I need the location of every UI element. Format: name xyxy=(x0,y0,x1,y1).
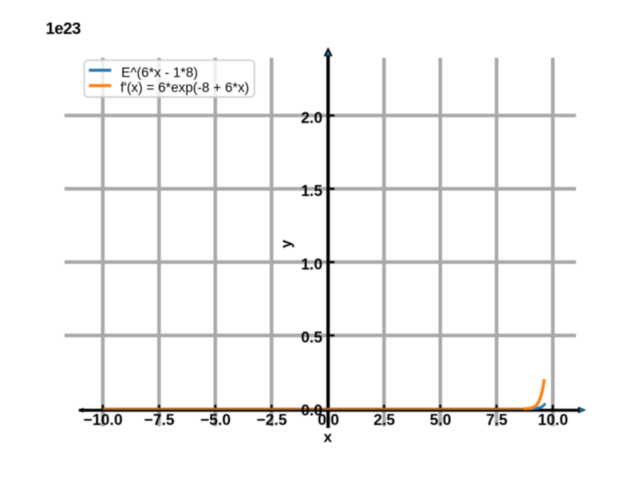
svg-text:1e23: 1e23 xyxy=(46,20,81,38)
svg-text:0.0: 0.0 xyxy=(301,402,323,419)
svg-text:0: 0 xyxy=(330,412,339,429)
svg-text:E^(6*x - 1*8): E^(6*x - 1*8) xyxy=(121,65,198,80)
svg-text:f'(x) = 6*exp(-8 + 6*x): f'(x) = 6*exp(-8 + 6*x) xyxy=(120,80,249,95)
svg-text:−5.0: −5.0 xyxy=(200,412,231,429)
svg-text:5.0: 5.0 xyxy=(430,412,452,429)
svg-text:−10.0: −10.0 xyxy=(83,412,122,429)
svg-text:−7.5: −7.5 xyxy=(144,412,175,429)
svg-text:2.5: 2.5 xyxy=(373,412,395,429)
svg-text:1.5: 1.5 xyxy=(301,183,323,200)
svg-text:x: x xyxy=(324,429,333,446)
svg-text:y: y xyxy=(278,239,295,248)
svg-text:1.0: 1.0 xyxy=(301,256,323,273)
svg-text:0: 0 xyxy=(318,412,327,429)
svg-text:7.5: 7.5 xyxy=(486,412,508,429)
svg-text:0.5: 0.5 xyxy=(301,330,323,347)
svg-text:2.0: 2.0 xyxy=(301,110,323,127)
svg-text:−2.5: −2.5 xyxy=(256,412,287,429)
svg-text:10.0: 10.0 xyxy=(538,412,568,429)
